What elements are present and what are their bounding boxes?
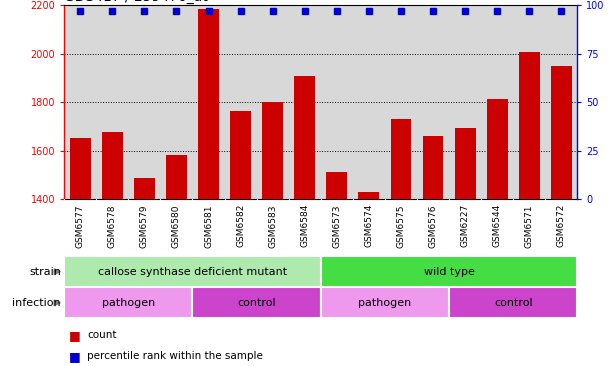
- Bar: [64, 256, 321, 287]
- Text: GSM6227: GSM6227: [461, 204, 470, 247]
- Text: pathogen: pathogen: [358, 298, 412, 308]
- Text: GSM6573: GSM6573: [332, 204, 342, 247]
- Text: GSM6572: GSM6572: [557, 204, 566, 247]
- Text: GSM6582: GSM6582: [236, 204, 245, 247]
- Text: wild type: wild type: [423, 267, 475, 277]
- Text: GSM6578: GSM6578: [108, 204, 117, 247]
- Bar: [102, 132, 123, 199]
- Text: GSM6576: GSM6576: [428, 204, 437, 247]
- Bar: [64, 287, 192, 318]
- Text: control: control: [237, 298, 276, 308]
- Bar: [519, 52, 540, 199]
- Text: ■: ■: [69, 329, 81, 341]
- Bar: [230, 111, 251, 199]
- Bar: [295, 76, 315, 199]
- Bar: [455, 128, 475, 199]
- Text: infection: infection: [12, 298, 61, 308]
- Text: ■: ■: [69, 350, 81, 363]
- Text: GSM6575: GSM6575: [397, 204, 406, 247]
- Text: GSM6544: GSM6544: [492, 204, 502, 247]
- Text: pathogen: pathogen: [101, 298, 155, 308]
- Bar: [166, 154, 187, 199]
- Text: GSM6584: GSM6584: [300, 204, 309, 247]
- Text: GDS417 / 259476_at: GDS417 / 259476_at: [64, 0, 208, 4]
- Bar: [321, 287, 449, 318]
- Text: GSM6571: GSM6571: [525, 204, 534, 247]
- Bar: [487, 99, 508, 199]
- Text: control: control: [494, 298, 533, 308]
- Bar: [198, 9, 219, 199]
- Bar: [70, 138, 90, 199]
- Bar: [192, 287, 321, 318]
- Text: GSM6580: GSM6580: [172, 204, 181, 247]
- Bar: [326, 172, 347, 199]
- Text: callose synthase deficient mutant: callose synthase deficient mutant: [98, 267, 287, 277]
- Bar: [390, 119, 411, 199]
- Text: GSM6577: GSM6577: [76, 204, 85, 247]
- Text: percentile rank within the sample: percentile rank within the sample: [87, 351, 263, 362]
- Bar: [551, 66, 572, 199]
- Bar: [423, 137, 444, 199]
- Bar: [359, 192, 379, 199]
- Bar: [262, 102, 283, 199]
- Bar: [134, 178, 155, 199]
- Text: GSM6579: GSM6579: [140, 204, 149, 247]
- Text: count: count: [87, 330, 117, 340]
- Text: strain: strain: [29, 267, 61, 277]
- Bar: [321, 256, 577, 287]
- Text: GSM6574: GSM6574: [364, 204, 373, 247]
- Text: GSM6583: GSM6583: [268, 204, 277, 247]
- Bar: [449, 287, 577, 318]
- Text: GSM6581: GSM6581: [204, 204, 213, 247]
